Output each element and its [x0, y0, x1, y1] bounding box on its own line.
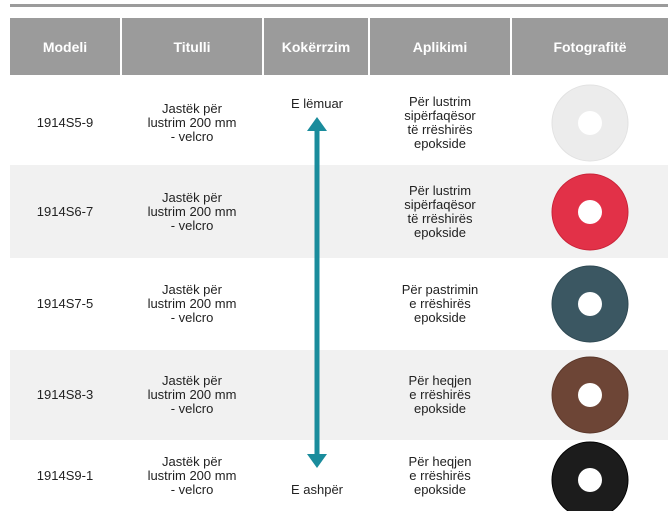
application-line: të rrëshirës [407, 121, 473, 137]
title-line: Jastëk për [162, 373, 222, 388]
pad-photo [551, 356, 629, 434]
application-cell: Për pastrimin e rrëshirës epokside [370, 258, 510, 350]
model: 1914S8-3 [36, 387, 94, 402]
application-line: sipërfaqësor [404, 107, 476, 123]
title-line: lustrim 200 mm [147, 203, 237, 219]
photo-cell [512, 165, 668, 258]
title-line: lustrim 200 mm [147, 296, 237, 311]
title-cell: Jastëk për lustrim 200 mm - velcro [122, 80, 262, 165]
application-line: epokside [413, 481, 467, 497]
photo-cell [512, 258, 668, 350]
model-cell: 1914S6-7 [10, 165, 120, 258]
title-cell: Jastëk për lustrim 200 mm - velcro [122, 258, 262, 350]
header-cell: Kokërrzim [264, 18, 368, 75]
application-cell: Për lustrim sipërfaqësor të rrëshirës epoks… [370, 165, 510, 258]
title-line: - velcro [170, 310, 214, 325]
title-line: lustrim 200 mm [147, 467, 237, 483]
title-cell: Jastëk për lustrim 200 mm - velcro [122, 165, 262, 258]
top-rule [10, 4, 668, 7]
application-line: sipërfaqësor [404, 196, 476, 212]
title-line: lustrim 200 mm [147, 387, 237, 402]
header-cell: Aplikimi [370, 18, 510, 75]
application-line: Për pastrimin [401, 282, 479, 297]
application-line: Për heqjen [408, 373, 472, 388]
photo-cell [512, 80, 668, 165]
application-cell: Për heqjen e rrëshirës epokside [370, 440, 510, 511]
application-line: epokside [413, 135, 467, 151]
pad-photo [551, 173, 629, 250]
title-line: - velcro [170, 401, 214, 416]
pad-photo [551, 265, 629, 343]
model: 1914S7-5 [36, 296, 94, 311]
photo-cell [512, 440, 668, 511]
model-cell: 1914S5-9 [10, 80, 120, 165]
application-line: e rrëshirës [409, 467, 471, 483]
grain-arrow [307, 117, 327, 468]
pad-photo [551, 441, 629, 511]
title-line: Jastëk për [162, 282, 222, 297]
table-row: 1914S5-9 Jastëk për lustrim 200 mm - velcro… [10, 80, 668, 165]
table-row: 1914S9-1 Jastëk për lustrim 200 mm - velcro… [10, 440, 668, 511]
grain-top: E lëmuar [290, 96, 344, 111]
application-cell: Për heqjen e rrëshirës epokside [370, 350, 510, 440]
photo-cell [512, 350, 668, 440]
model: 1914S6-7 [36, 203, 94, 219]
table-row: 1914S7-5 Jastëk për lustrim 200 mm - velcro… [10, 258, 668, 350]
title-line: Jastëk për [162, 100, 222, 116]
model-cell: 1914S9-1 [10, 440, 120, 511]
table-row: 1914S6-7 Jastëk për lustrim 200 mm - velcro… [10, 165, 668, 258]
model: 1914S9-1 [36, 467, 94, 483]
model-cell: 1914S7-5 [10, 258, 120, 350]
title-line: - velcro [170, 128, 214, 144]
application-line: Për lustrim [408, 182, 472, 198]
header-cell: Titulli [122, 18, 262, 75]
application-line: të rrëshirës [407, 210, 473, 226]
model-cell: 1914S8-3 [10, 350, 120, 440]
pad-photo [551, 84, 629, 161]
application-line: Për lustrim [408, 93, 472, 109]
application-cell: Për lustrim sipërfaqësor të rrëshirës epoks… [370, 80, 510, 165]
title-line: lustrim 200 mm [147, 114, 237, 130]
table-row: 1914S8-3 Jastëk për lustrim 200 mm - velcro… [10, 350, 668, 440]
application-line: epokside [413, 224, 467, 240]
application-line: epokside [413, 401, 467, 416]
title-line: - velcro [170, 217, 214, 233]
header-cell: Fotografitë [512, 18, 668, 75]
title-line: Jastëk për [162, 453, 222, 469]
title-line: - velcro [170, 481, 214, 497]
application-line: epokside [413, 310, 467, 325]
header-cell: Modeli [10, 18, 120, 75]
grain-bottom: E ashpër [290, 482, 344, 497]
application-line: Për heqjen [408, 453, 472, 469]
application-line: e rrëshirës [409, 296, 471, 311]
application-line: e rrëshirës [409, 387, 471, 402]
title-cell: Jastëk për lustrim 200 mm - velcro [122, 440, 262, 511]
model: 1914S5-9 [36, 114, 94, 130]
title-cell: Jastëk për lustrim 200 mm - velcro [122, 350, 262, 440]
title-line: Jastëk për [162, 189, 222, 205]
